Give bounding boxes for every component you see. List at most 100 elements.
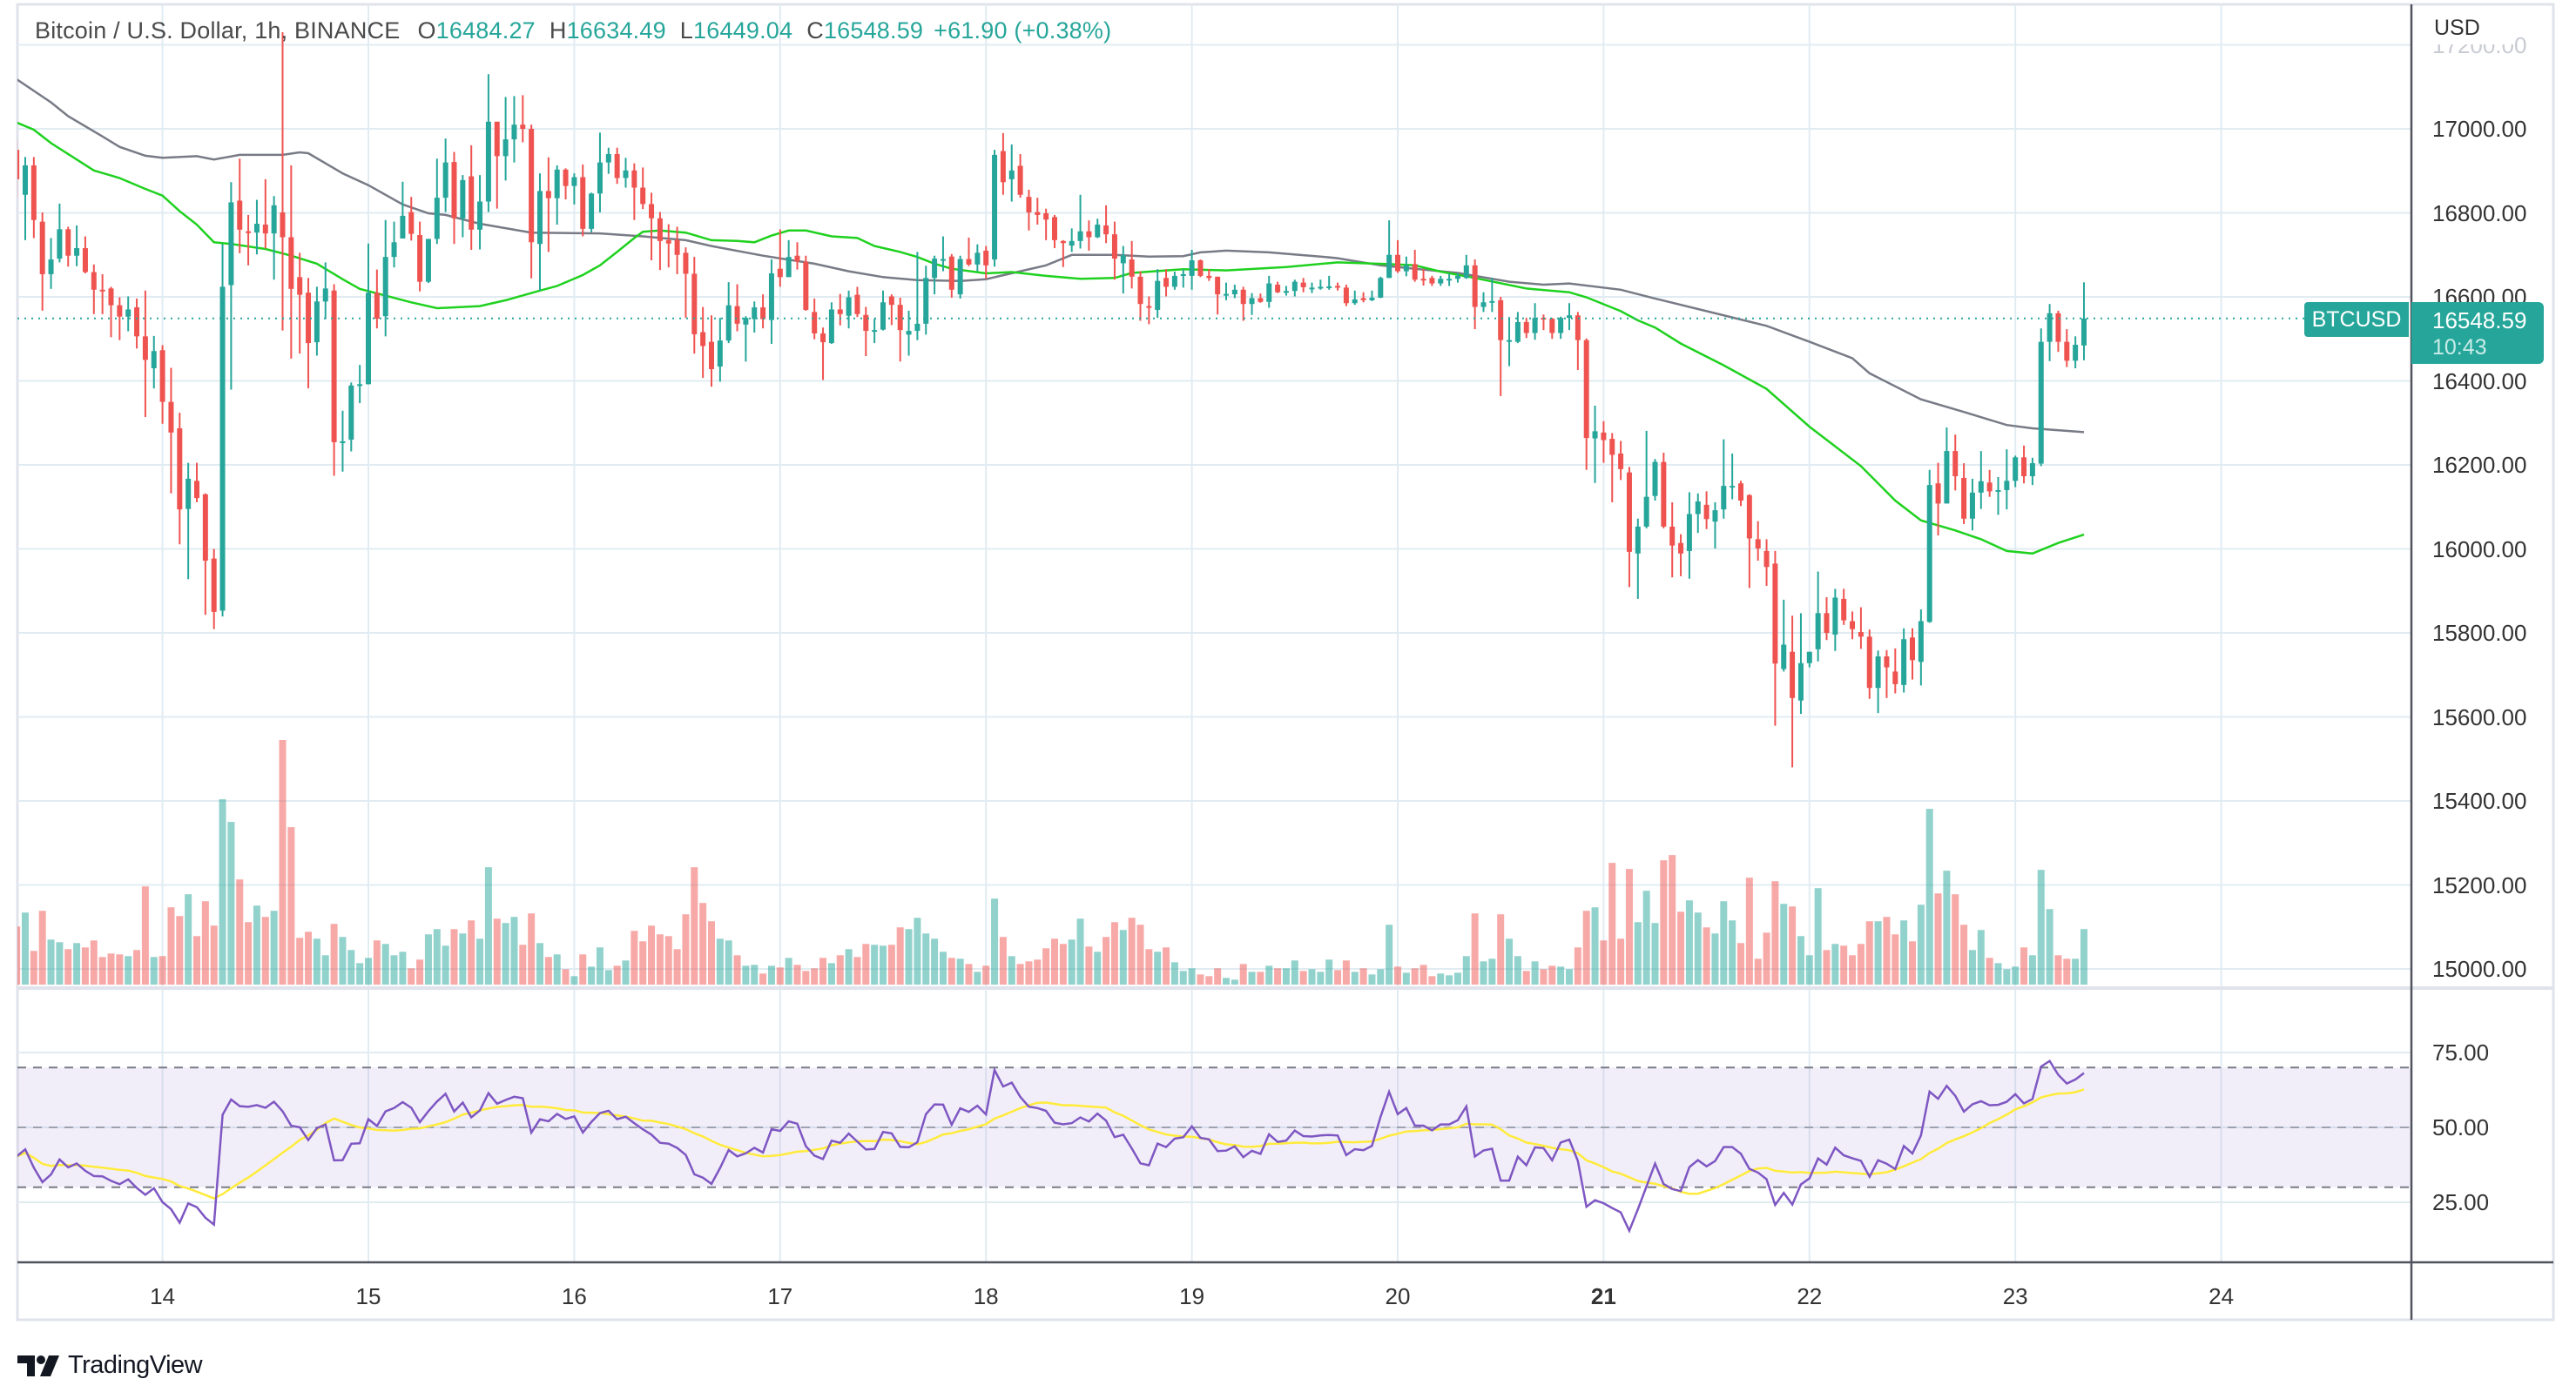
candle-body [1224, 293, 1229, 296]
candle [1197, 259, 1204, 278]
candle [425, 239, 431, 284]
open-value: 16484.27 [435, 17, 536, 44]
volume-bar [210, 925, 218, 985]
symbol-legend: Bitcoin / U.S. Dollar, 1h, BINANCE O16484… [35, 17, 1122, 44]
candle [460, 175, 466, 238]
volume-bar [141, 886, 149, 985]
candle [1129, 240, 1135, 289]
candle [1480, 292, 1487, 313]
tradingview-logo[interactable]: TradingView [17, 1351, 203, 1380]
volume-bar [2072, 958, 2080, 985]
volume-bar [1943, 871, 1951, 985]
volume-bar [1814, 888, 1822, 985]
candle-body [1120, 255, 1126, 264]
volume-bar [1308, 969, 1316, 985]
candle-body [228, 202, 234, 286]
candle [357, 365, 363, 404]
candle-body [1103, 225, 1109, 235]
volume-bar [90, 940, 98, 985]
volume-bar [2020, 947, 2028, 985]
volume-bar [1917, 905, 1925, 985]
candle-body [1129, 259, 1135, 277]
candle [417, 221, 423, 292]
candle [1498, 297, 1504, 396]
close-value: 16548.59 [823, 17, 924, 44]
volume-bar [914, 918, 921, 985]
candle [554, 165, 560, 225]
candle [992, 150, 998, 267]
volume-bar [1016, 964, 1024, 985]
candle [2047, 304, 2053, 361]
candle-body [357, 384, 363, 387]
volume-bar [381, 944, 389, 985]
volume-bar [1892, 934, 1899, 985]
candle [374, 269, 380, 329]
candle [897, 297, 903, 362]
volume-bar [1068, 939, 1076, 985]
candle-body [194, 481, 199, 499]
candle-body [1841, 598, 1847, 621]
volume-bar [716, 938, 724, 985]
candle [1618, 441, 1624, 481]
candle [1850, 611, 1856, 640]
candle [1532, 303, 1538, 340]
candle-body [1875, 656, 1881, 689]
symbol-title[interactable]: Bitcoin / U.S. Dollar, 1h, BINANCE [35, 17, 401, 44]
candle-body [1463, 265, 1469, 279]
volume-bar [862, 944, 870, 985]
candle [306, 278, 312, 389]
volume-bar [896, 927, 904, 985]
volume-bar [502, 923, 509, 985]
candle [1369, 290, 1375, 301]
volume-bar [1386, 925, 1393, 985]
candle-body [820, 333, 826, 343]
volume-bar [836, 955, 844, 985]
candle-body [614, 153, 620, 178]
candle-body [1438, 279, 1444, 284]
candle [1961, 463, 1967, 525]
candle-body [2021, 457, 2027, 477]
currency-label[interactable]: USD [2434, 16, 2515, 44]
candle-body [803, 261, 809, 310]
candle-body [828, 309, 834, 344]
volume-bar [1711, 933, 1719, 985]
candle [640, 167, 646, 210]
volume-bar [570, 976, 578, 985]
candle [1180, 269, 1186, 288]
volume-bar [682, 914, 690, 985]
candle [743, 316, 749, 362]
candle [1086, 220, 1092, 251]
volume-bar [73, 943, 81, 985]
candle [39, 212, 45, 311]
candle-body [1429, 278, 1435, 284]
volume-bar [691, 867, 698, 985]
candle [1240, 286, 1246, 321]
time-axis-label: 24 [2208, 1283, 2235, 1309]
time-axis-label: 19 [1179, 1283, 1205, 1309]
candle [837, 293, 843, 326]
volume-bar [1574, 947, 1581, 985]
candle-body [1678, 542, 1684, 554]
candle-body [1249, 298, 1255, 305]
candle [2013, 455, 2019, 488]
candle [966, 237, 972, 266]
volume-bar [827, 963, 835, 985]
price-axis-label: 15400.00 [2432, 788, 2527, 814]
volume-bar [1540, 969, 1548, 985]
candle-body [725, 305, 732, 341]
candle [1601, 420, 1607, 463]
volume-bar [1103, 937, 1110, 985]
volume-bar [871, 945, 879, 985]
candle-body [340, 441, 346, 443]
candle-body [1781, 644, 1787, 669]
volume-bar [1694, 912, 1702, 985]
candle-body [529, 129, 535, 243]
volume-bar [1865, 921, 1873, 985]
candle [400, 181, 406, 239]
candle-body [1721, 486, 1727, 510]
candle [734, 284, 740, 332]
candle-body [469, 176, 475, 230]
candle [99, 273, 105, 314]
volume-bar [227, 822, 235, 985]
